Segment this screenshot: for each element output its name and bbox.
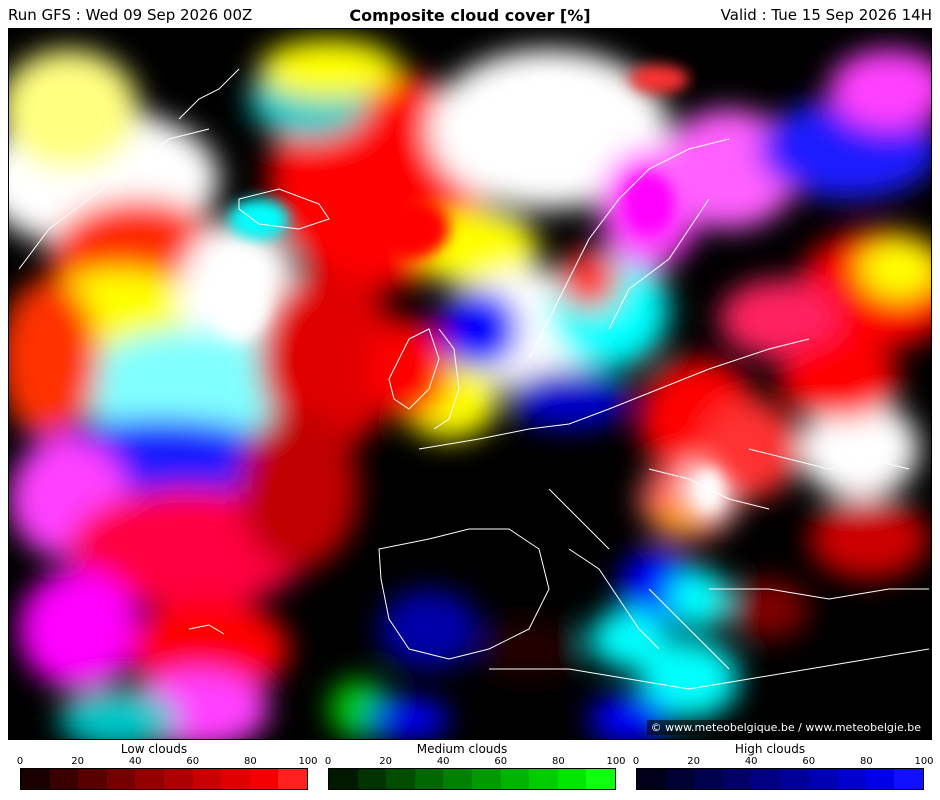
cloud-detail: [209, 65, 723, 509]
legend-color-swatch: [278, 769, 307, 789]
legend-tick-label: 100: [914, 756, 934, 767]
legend-color-swatch: [529, 769, 558, 789]
legend-color-swatch: [808, 769, 838, 789]
cloud-cover-map: © www.meteobelgique.be / www.meteobelgie…: [8, 28, 932, 740]
legend-color-swatch: [106, 769, 136, 789]
legend-tick-label: 80: [860, 756, 873, 767]
map-canvas: [9, 29, 931, 739]
legend-color-swatch: [192, 769, 222, 789]
legend-title: Low clouds: [120, 742, 188, 756]
legend-tick-label: 100: [298, 756, 318, 767]
legend-medium-clouds: Medium clouds 0 20 40 60 80 100: [318, 742, 626, 794]
legend-color-swatch: [779, 769, 809, 789]
legend-color-swatch: [751, 769, 780, 789]
cloud-field: [9, 39, 931, 739]
legend-color-swatch: [894, 769, 923, 789]
legend-color-swatch: [865, 769, 895, 789]
legend-colorbar: [636, 768, 924, 790]
legend-tick-label: 40: [744, 756, 758, 767]
legend-tick-label: 80: [244, 756, 257, 767]
legend-tick-label: 80: [552, 756, 565, 767]
legend-color-swatch: [249, 769, 279, 789]
legend-title: High clouds: [734, 742, 806, 756]
legend-color-swatch: [443, 769, 472, 789]
legend-color-swatch: [135, 769, 164, 789]
legend-ticks: 0 20 40 60 80 100: [626, 756, 934, 768]
map-title: Composite cloud cover [%]: [349, 6, 591, 25]
legend-tick-label: 20: [71, 756, 84, 767]
run-label: Run GFS : Wed 09 Sep 2026 00Z: [8, 6, 253, 24]
legend-color-swatch: [665, 769, 695, 789]
legend-color-swatch: [471, 769, 501, 789]
legend-color-swatch: [21, 769, 50, 789]
legend-color-swatch: [586, 769, 615, 789]
legend-ticks: 0 20 40 60 80 100: [10, 756, 318, 768]
legend-tick-label: 60: [186, 756, 200, 767]
legend-tick-label: 40: [128, 756, 142, 767]
legend-color-swatch: [694, 769, 723, 789]
legend-color-swatch: [221, 769, 250, 789]
legend-colorbar: [20, 768, 308, 790]
legend-color-swatch: [500, 769, 530, 789]
valid-time-label: Valid : Tue 15 Sep 2026 14H: [720, 6, 932, 24]
legend-ticks: 0 20 40 60 80 100: [318, 756, 626, 768]
legend-tick-label: 100: [606, 756, 626, 767]
legend-title: Medium clouds: [416, 742, 508, 756]
legend-tick-label: 0: [632, 756, 640, 767]
legend-color-swatch: [49, 769, 79, 789]
legend-low-clouds: Low clouds 0 20 40 60 80 100: [10, 742, 318, 794]
legend-tick-label: 40: [436, 756, 450, 767]
legend-color-swatch: [78, 769, 107, 789]
legend-color-swatch: [414, 769, 444, 789]
legend-color-swatch: [557, 769, 587, 789]
legend-color-swatch: [329, 769, 358, 789]
legend-tick-label: 60: [494, 756, 508, 767]
coastlines: [18, 68, 930, 690]
legend-color-swatch: [637, 769, 666, 789]
legend-tick-label: 20: [687, 756, 700, 767]
legend-tick-label: 0: [16, 756, 24, 767]
legend-color-swatch: [357, 769, 387, 789]
legend-color-swatch: [386, 769, 415, 789]
legend-colorbar: [328, 768, 616, 790]
copyright-notice: © www.meteobelgique.be / www.meteobelgie…: [646, 720, 925, 735]
legend-color-swatch: [163, 769, 193, 789]
legend-color-swatch: [722, 769, 752, 789]
legend-tick-label: 60: [802, 756, 816, 767]
legend-color-swatch: [837, 769, 866, 789]
legend-high-clouds: High clouds 0 20 40 60 80 100: [626, 742, 934, 794]
legend-tick-label: 20: [379, 756, 392, 767]
legend-tick-label: 0: [324, 756, 332, 767]
